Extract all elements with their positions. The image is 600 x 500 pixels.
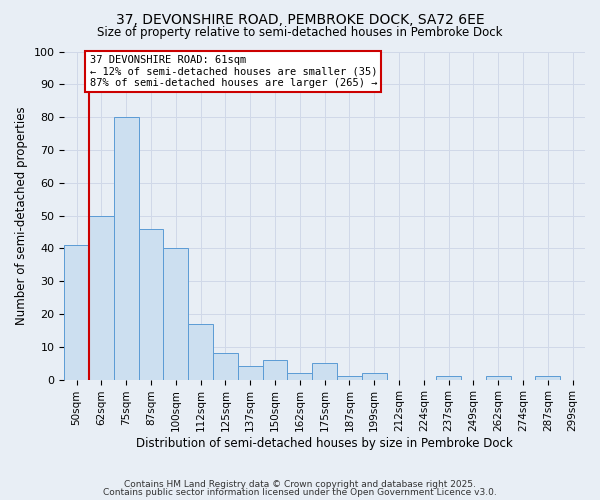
Text: Size of property relative to semi-detached houses in Pembroke Dock: Size of property relative to semi-detach… (97, 26, 503, 39)
Bar (287, 373, 312, 380)
Text: Contains public sector information licensed under the Open Government Licence v3: Contains public sector information licen… (103, 488, 497, 497)
Bar (64, 245, 89, 380)
Bar (139, 228, 163, 380)
Bar (114, 117, 139, 380)
Bar (337, 376, 362, 380)
Bar (238, 366, 263, 380)
Bar (163, 248, 188, 380)
Bar (436, 376, 461, 380)
Bar (486, 376, 511, 380)
Bar (312, 363, 337, 380)
Bar (535, 376, 560, 380)
Bar (213, 354, 238, 380)
Bar (89, 216, 114, 380)
Bar (188, 324, 213, 380)
Bar (362, 373, 386, 380)
Bar (263, 360, 287, 380)
X-axis label: Distribution of semi-detached houses by size in Pembroke Dock: Distribution of semi-detached houses by … (136, 437, 513, 450)
Text: Contains HM Land Registry data © Crown copyright and database right 2025.: Contains HM Land Registry data © Crown c… (124, 480, 476, 489)
Text: 37 DEVONSHIRE ROAD: 61sqm
← 12% of semi-detached houses are smaller (35)
87% of : 37 DEVONSHIRE ROAD: 61sqm ← 12% of semi-… (89, 55, 377, 88)
Text: 37, DEVONSHIRE ROAD, PEMBROKE DOCK, SA72 6EE: 37, DEVONSHIRE ROAD, PEMBROKE DOCK, SA72… (116, 12, 484, 26)
Y-axis label: Number of semi-detached properties: Number of semi-detached properties (15, 106, 28, 325)
